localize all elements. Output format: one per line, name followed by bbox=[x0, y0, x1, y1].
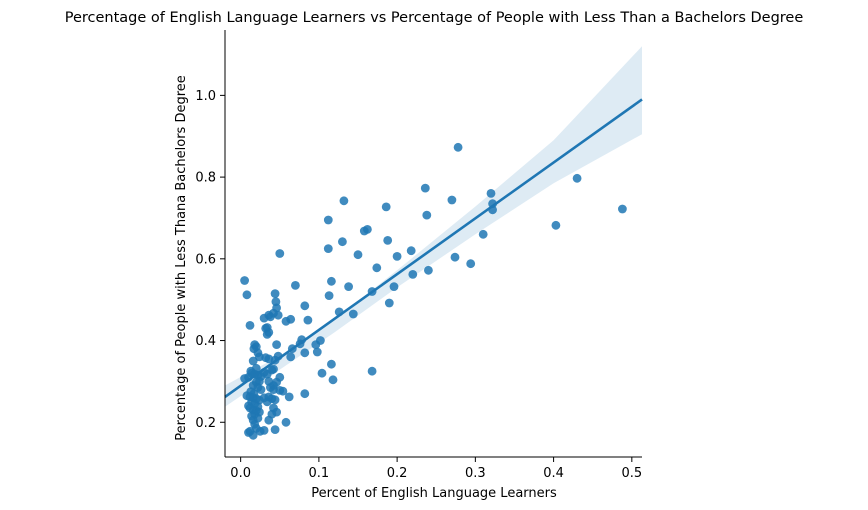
y-tick-label: 0.6 bbox=[195, 252, 216, 267]
scatter-point bbox=[344, 282, 353, 291]
scatter-point bbox=[392, 252, 402, 261]
scatter-point bbox=[300, 389, 310, 399]
scatter-point bbox=[286, 352, 296, 362]
scatter-point bbox=[323, 215, 333, 225]
scatter-point bbox=[284, 392, 294, 402]
scatter-point bbox=[291, 281, 300, 290]
chart-title: Percentage of English Language Learners … bbox=[65, 10, 804, 26]
scatter-point bbox=[323, 244, 333, 254]
scatter-point bbox=[262, 330, 272, 339]
scatter-point bbox=[353, 250, 363, 260]
scatter-point bbox=[264, 415, 274, 425]
scatter-point bbox=[278, 386, 288, 396]
scatter-point bbox=[281, 417, 291, 427]
scatter-point bbox=[572, 173, 582, 183]
scatter-point bbox=[286, 314, 296, 324]
scatter-point bbox=[327, 359, 336, 369]
y-axis-label: Percentage of People with Less Thana Bac… bbox=[174, 75, 189, 441]
y-tick-label: 1.0 bbox=[195, 89, 216, 104]
scatter-point bbox=[324, 291, 334, 300]
scatter-point bbox=[273, 310, 283, 320]
x-tick-label: 0.2 bbox=[387, 466, 408, 481]
y-tick-label: 0.4 bbox=[195, 334, 216, 349]
axes-layer bbox=[224, 30, 642, 458]
scatter-point bbox=[486, 189, 496, 198]
scatter-point bbox=[248, 430, 258, 440]
scatter-point bbox=[272, 340, 281, 349]
scatter-point bbox=[270, 289, 280, 298]
scatter-point bbox=[269, 364, 278, 374]
regression-line-layer bbox=[224, 98, 643, 398]
scatter-point bbox=[303, 315, 313, 325]
scatter-point bbox=[381, 202, 391, 212]
scatter-point bbox=[339, 196, 349, 206]
scatter-point bbox=[383, 236, 393, 245]
scatter-point bbox=[327, 276, 336, 286]
scatter-point bbox=[312, 347, 322, 357]
scatter-point bbox=[240, 276, 250, 285]
scatter-point bbox=[300, 301, 310, 311]
scatter-point bbox=[275, 249, 285, 258]
ticks-layer: 0.0 0.1 0.2 0.3 0.4 0.5 0.2 0.4 0.6 0.8 1.0 bbox=[195, 89, 642, 481]
scatter-point bbox=[447, 195, 457, 205]
x-tick-label: 0.3 bbox=[465, 466, 486, 481]
scatter-point bbox=[363, 225, 372, 234]
scatter-point bbox=[262, 397, 272, 407]
scatter-point bbox=[618, 204, 627, 214]
scatter-point bbox=[316, 336, 325, 345]
scatter-point bbox=[466, 259, 476, 269]
x-tick-label: 0.4 bbox=[543, 466, 564, 481]
scatter-point bbox=[348, 309, 358, 319]
y-tick-label: 0.8 bbox=[195, 171, 216, 186]
scatter-point bbox=[242, 290, 252, 300]
scatter-point bbox=[406, 246, 416, 256]
scatter-point bbox=[478, 229, 488, 239]
scatter-point bbox=[261, 353, 271, 363]
scatter-point bbox=[420, 183, 430, 193]
scatter-point bbox=[270, 425, 280, 434]
scatter-point bbox=[256, 385, 266, 394]
scatter-point bbox=[262, 369, 272, 379]
scatter-point bbox=[270, 395, 280, 405]
scatter-point bbox=[259, 426, 269, 435]
scatter-point bbox=[551, 220, 561, 230]
x-tick-label: 0.5 bbox=[621, 466, 642, 481]
scatter-point bbox=[300, 348, 310, 358]
scatter-point bbox=[328, 375, 338, 385]
scatter-point bbox=[367, 366, 377, 376]
scatter-point bbox=[422, 210, 432, 220]
scatter-point bbox=[408, 270, 418, 279]
scatter-point bbox=[424, 265, 433, 275]
scatter-point bbox=[372, 263, 382, 273]
x-axis-label: Percent of English Language Learners bbox=[311, 486, 557, 501]
scatter-point bbox=[338, 237, 347, 247]
scatter-point bbox=[453, 142, 463, 152]
scatter-point bbox=[271, 297, 281, 307]
regression-line bbox=[224, 98, 643, 398]
scatter-point bbox=[245, 321, 255, 330]
scatter-point bbox=[384, 298, 394, 308]
scatter-point bbox=[450, 252, 460, 262]
scatter-points-layer bbox=[240, 142, 627, 440]
y-tick-label: 0.2 bbox=[195, 416, 216, 431]
x-tick-label: 0.0 bbox=[230, 466, 251, 481]
x-tick-label: 0.1 bbox=[309, 466, 330, 481]
scatter-point bbox=[248, 356, 258, 366]
scatter-point bbox=[317, 368, 327, 378]
scatter-point bbox=[275, 372, 285, 382]
scatter-point bbox=[389, 282, 399, 291]
